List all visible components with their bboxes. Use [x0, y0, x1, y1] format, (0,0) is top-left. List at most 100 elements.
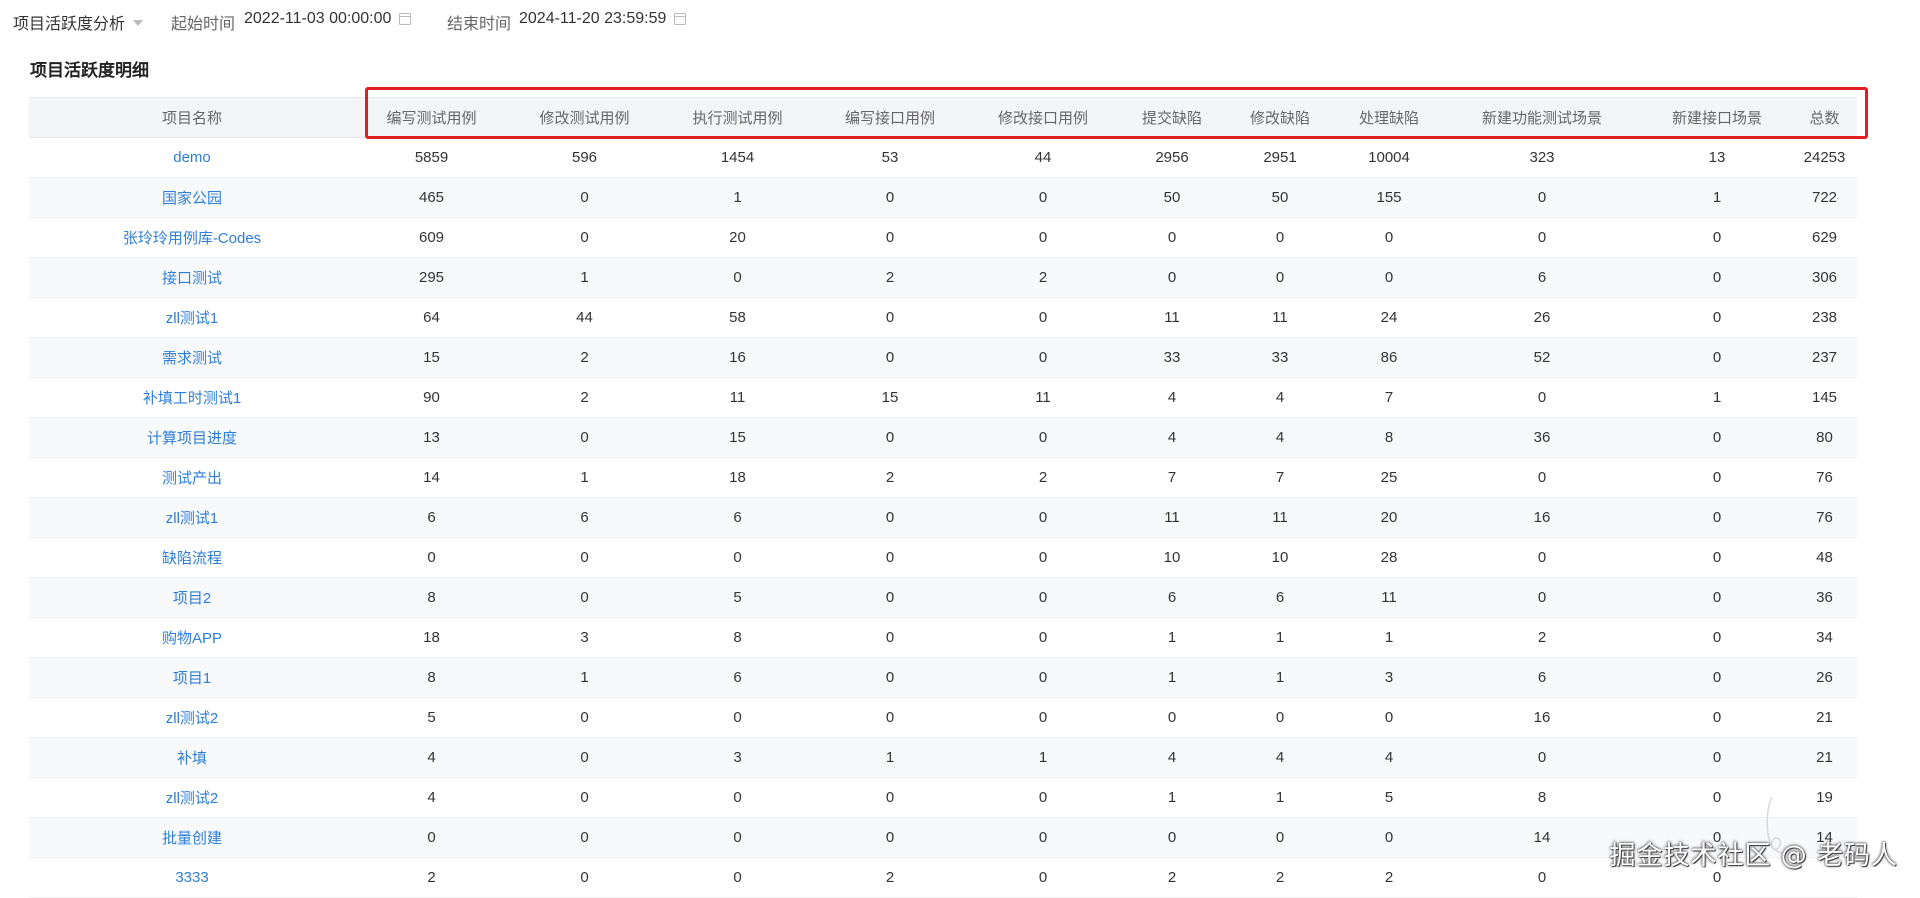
- table-cell: 0: [1642, 657, 1792, 698]
- table-cell: 8: [1442, 777, 1642, 818]
- table-cell: 36: [1792, 577, 1857, 618]
- project-name-link[interactable]: 接口测试: [29, 257, 355, 298]
- project-name-link[interactable]: 张玲玲用例库-Codes: [29, 217, 355, 258]
- table-cell: 0: [1224, 697, 1336, 738]
- table-cell: 0: [814, 817, 966, 858]
- calendar-icon: [674, 13, 687, 25]
- table-cell: 0: [1442, 577, 1642, 618]
- table-cell: 76: [1792, 457, 1857, 498]
- table-cell: 24: [1336, 297, 1442, 338]
- table-cell: 0: [508, 177, 661, 218]
- table-row: 国家公园 465 0 1 0 0 50 50 155 0 1 722: [29, 177, 1857, 218]
- table-cell: 0: [814, 657, 966, 698]
- analysis-type-select[interactable]: 项目活跃度分析: [13, 10, 144, 34]
- table-cell: 15: [661, 417, 814, 458]
- column-header: 总数: [1792, 97, 1857, 138]
- table-cell: 0: [1442, 737, 1642, 778]
- project-name-link[interactable]: 项目1: [29, 657, 355, 698]
- project-name-link[interactable]: 补填: [29, 737, 355, 778]
- start-time-picker[interactable]: 2022-11-03 00:00:00: [244, 10, 412, 28]
- project-name-link[interactable]: 购物APP: [29, 617, 355, 658]
- table-cell: 0: [1442, 857, 1642, 898]
- column-header: 编写测试用例: [355, 97, 508, 138]
- table-cell: 52: [1442, 337, 1642, 378]
- table-cell: 1: [1224, 617, 1336, 658]
- table-cell: 0: [814, 217, 966, 258]
- table-cell: 58: [661, 297, 814, 338]
- table-cell: 0: [508, 857, 661, 898]
- table-cell: 0: [1336, 817, 1442, 858]
- table-cell: 8: [355, 577, 508, 618]
- table-cell: 18: [661, 457, 814, 498]
- table-cell: 0: [1642, 257, 1792, 298]
- table-cell: 1: [1642, 177, 1792, 218]
- section-title: 项目活跃度明细: [30, 61, 149, 80]
- table-cell: 0: [1642, 737, 1792, 778]
- table-cell: 86: [1336, 337, 1442, 378]
- project-name-link[interactable]: 国家公园: [29, 177, 355, 218]
- table-cell: 0: [661, 537, 814, 578]
- table-row: 张玲玲用例库-Codes 609 0 20 0 0 0 0 0 0 0 629: [29, 217, 1857, 258]
- project-name-link[interactable]: 缺陷流程: [29, 537, 355, 578]
- project-name-link[interactable]: 计算项目进度: [29, 417, 355, 458]
- end-time-picker[interactable]: 2024-11-20 23:59:59: [519, 10, 687, 28]
- column-header: 执行测试用例: [661, 97, 814, 138]
- table-cell: 1: [508, 257, 661, 298]
- table-cell: 596: [508, 137, 661, 178]
- table-cell: 2: [508, 337, 661, 378]
- table-cell: 2956: [1120, 137, 1224, 178]
- table-cell: 50: [1120, 177, 1224, 218]
- table-cell: 0: [1642, 857, 1792, 898]
- project-name-link[interactable]: zll测试2: [29, 777, 355, 818]
- column-header: 编写接口用例: [814, 97, 966, 138]
- activity-table-container: 项目名称 编写测试用例 修改测试用例 执行测试用例 编写接口用例 修改接口用例 提交缺陷 修改…: [29, 97, 1857, 898]
- project-name-link[interactable]: zll测试1: [29, 497, 355, 538]
- project-name-link[interactable]: 项目2: [29, 577, 355, 618]
- column-header: 处理缺陷: [1336, 97, 1442, 138]
- table-cell: 0: [1642, 217, 1792, 258]
- table-cell: 1: [1120, 617, 1224, 658]
- table-row: 需求测试 15 2 16 0 0 33 33 86 52 0 237: [29, 337, 1857, 378]
- table-cell: 0: [814, 537, 966, 578]
- table-cell: 11: [1120, 497, 1224, 538]
- table-row: 购物APP 18 3 8 0 0 1 1 1 2 0 34: [29, 617, 1857, 658]
- table-cell: 4: [355, 777, 508, 818]
- project-name-link[interactable]: 补填工时测试1: [29, 377, 355, 418]
- table-cell: 11: [661, 377, 814, 418]
- table-cell: 0: [1120, 697, 1224, 738]
- project-name-link[interactable]: zll测试1: [29, 297, 355, 338]
- table-cell: 2: [1120, 857, 1224, 898]
- table-cell: 0: [508, 217, 661, 258]
- table-cell: 0: [966, 497, 1120, 538]
- table-cell: 0: [966, 297, 1120, 338]
- project-name-link[interactable]: 批量创建: [29, 817, 355, 858]
- table-cell: 1: [1336, 617, 1442, 658]
- table-cell: 4: [1224, 417, 1336, 458]
- table-cell: 48: [1792, 537, 1857, 578]
- table-cell: 0: [966, 417, 1120, 458]
- table-row: zll测试1 6 6 6 0 0 11 11 20 16 0 76: [29, 497, 1857, 538]
- table-cell: 14: [355, 457, 508, 498]
- table-cell: 0: [508, 417, 661, 458]
- table-row: 项目1 8 1 6 0 0 1 1 3 6 0 26: [29, 657, 1857, 698]
- table-row: zll测试2 4 0 0 0 0 1 1 5 8 0 19: [29, 777, 1857, 818]
- table-cell: 3: [1336, 657, 1442, 698]
- column-header: 新建功能测试场景: [1442, 97, 1642, 138]
- table-cell: 0: [1642, 697, 1792, 738]
- project-name-link[interactable]: demo: [29, 137, 355, 178]
- table-cell: 1: [966, 737, 1120, 778]
- project-name-link[interactable]: 测试产出: [29, 457, 355, 498]
- table-cell: 20: [1336, 497, 1442, 538]
- table-cell: 0: [1442, 537, 1642, 578]
- project-name-link[interactable]: zll测试2: [29, 697, 355, 738]
- table-cell: 4: [1224, 377, 1336, 418]
- table-cell: 0: [814, 177, 966, 218]
- table-cell: 0: [661, 257, 814, 298]
- project-name-link[interactable]: 需求测试: [29, 337, 355, 378]
- table-cell: 11: [1120, 297, 1224, 338]
- start-time-value: 2022-11-03 00:00:00: [244, 10, 392, 27]
- table-cell: 1: [661, 177, 814, 218]
- table-cell: 13: [355, 417, 508, 458]
- table-cell: 0: [814, 417, 966, 458]
- table-cell: 16: [1442, 697, 1642, 738]
